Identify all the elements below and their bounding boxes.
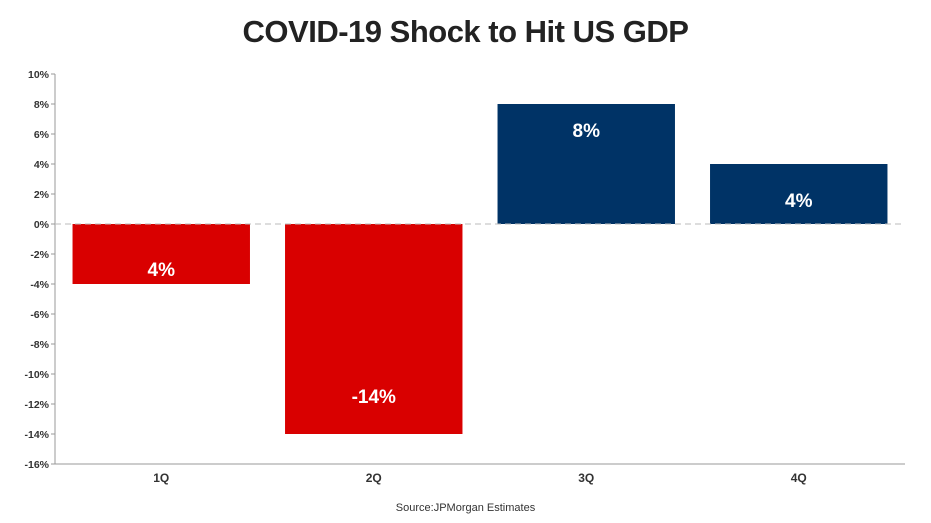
y-tick-label: -12%: [24, 399, 49, 411]
y-tick-label: -6%: [30, 309, 49, 321]
y-tick-label: 6%: [34, 129, 50, 141]
y-tick-label: 0%: [34, 219, 50, 231]
data-label: 4%: [148, 260, 176, 281]
source-note: Source:JPMorgan Estimates: [395, 502, 536, 514]
y-tick-label: -4%: [30, 279, 49, 291]
x-tick-label: 4Q: [791, 471, 807, 485]
y-tick-label: -14%: [24, 429, 49, 441]
y-tick-label: -8%: [30, 339, 49, 351]
labels: 4% -14% 8% 4%: [55, 121, 905, 408]
y-tick-label: 4%: [34, 159, 50, 171]
y-tick-label: -2%: [30, 249, 49, 261]
y-tick-label: 8%: [34, 99, 50, 111]
bar-1q: [72, 224, 250, 284]
axes: 10% 8% 6% 4% 2% 0% -2% -4% -6% -8% -10% -12% -14% -16…: [24, 69, 905, 485]
data-label: -14%: [352, 387, 396, 408]
y-tick-label: -10%: [24, 369, 49, 381]
x-tick-label: 2Q: [366, 471, 382, 485]
x-tick-label: 3Q: [578, 471, 594, 485]
bars: [72, 104, 888, 434]
data-label: 4%: [785, 191, 813, 212]
bar-4q: [710, 164, 888, 224]
y-tick-label: 10%: [28, 69, 50, 81]
y-tick-label: -16%: [24, 459, 49, 471]
chart-title: COVID-19 Shock to Hit US GDP: [242, 14, 689, 49]
data-label: 8%: [573, 121, 601, 142]
bar-3q: [497, 104, 675, 224]
x-tick-label: 1Q: [153, 471, 169, 485]
y-tick-label: 2%: [34, 189, 50, 201]
bar-2q: [285, 224, 463, 434]
